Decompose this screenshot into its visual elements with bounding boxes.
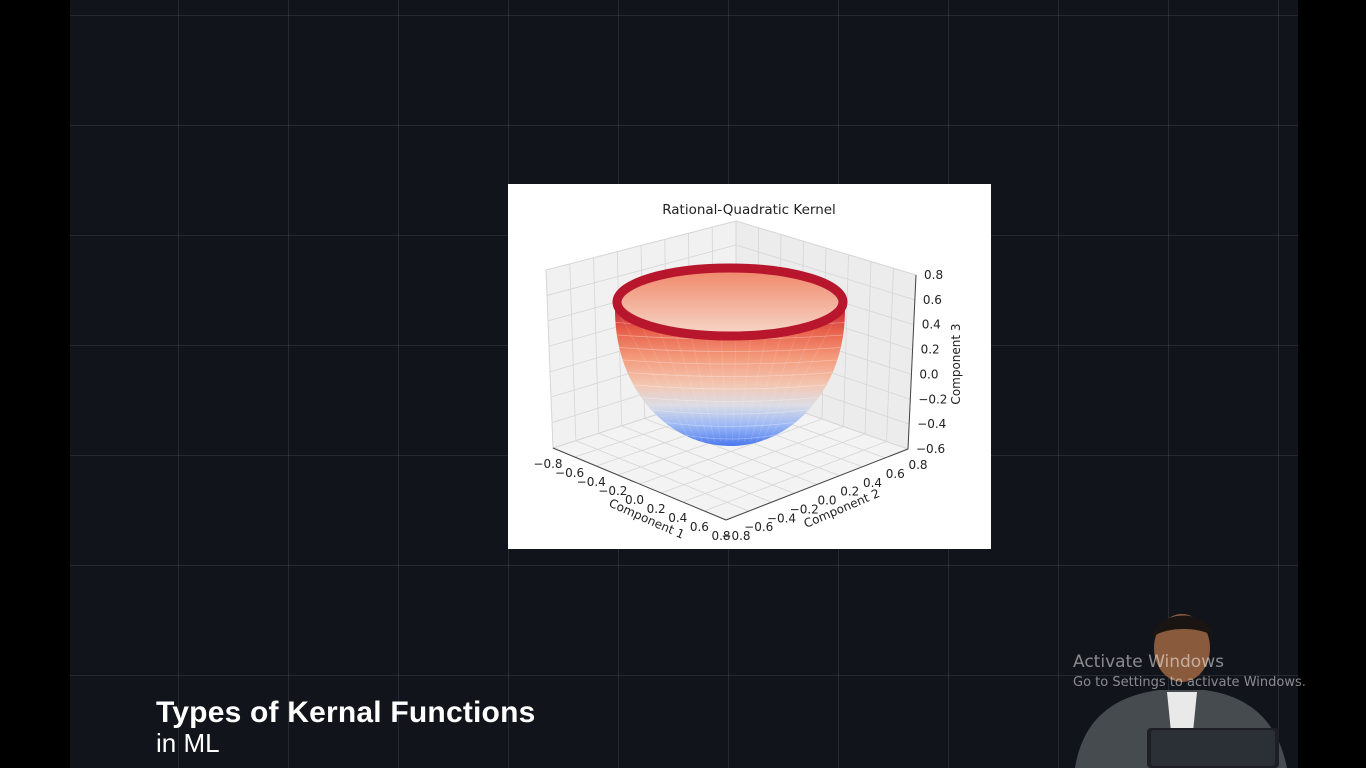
y-tick-labels: −0.8−0.6−0.4−0.20.0 0.2 0.4 0.60.8 (721, 458, 927, 543)
x-tick-label-5: 0.2 (647, 502, 666, 516)
y-tick-label-6: 0.4 (863, 476, 882, 490)
x-tick-label-4: 0.0 (625, 493, 644, 507)
presenter-video (1075, 614, 1287, 768)
gridline-floor-a-7 (704, 441, 887, 512)
bowl-band-6 (634, 384, 826, 390)
bowl-band-8 (652, 409, 808, 415)
x-tick-label-2: −0.4 (577, 475, 606, 489)
gridline-right-h-6 (735, 244, 915, 301)
y-tick-label-3: −0.2 (790, 502, 819, 516)
z-tick-label-1: −0.4 (917, 417, 946, 431)
bowl-band-3 (619, 347, 841, 352)
bowl-band-9 (665, 422, 795, 427)
z-tick-label-4: 0.2 (921, 343, 940, 357)
z-axis-label: Component 3 (949, 323, 963, 404)
z-axis-line (907, 274, 917, 450)
z-tick-label-0: −0.6 (916, 442, 945, 456)
y-tick-label-2: −0.4 (767, 511, 796, 525)
caption-subtitle: in ML (156, 728, 220, 758)
gridline-left-v-0 (545, 269, 554, 449)
bowl-meridian-13 (767, 311, 840, 443)
gridline-right-v-6 (864, 261, 872, 435)
y-tick-label-5: 0.2 (840, 485, 859, 499)
gridline-right-h-7 (735, 220, 917, 276)
gridline-right-v-7 (886, 268, 894, 442)
z-tick-label-3: 0.0 (919, 367, 938, 381)
activate-windows-watermark: Activate Windows Go to Settings to activ… (1073, 652, 1306, 690)
z-tick-label-7: 0.8 (924, 268, 943, 282)
gridline-floor-a-6 (682, 433, 866, 503)
bowl-meridian-1 (634, 311, 698, 443)
slide-caption: Types of Kernal Functions in ML (156, 696, 536, 758)
gridline-left-h-7 (545, 220, 737, 271)
y-tick-label-4: 0.0 (817, 494, 836, 508)
x-tick-label-3: −0.2 (598, 484, 627, 498)
bowl-band-7 (641, 397, 819, 402)
watermark-line1: Activate Windows (1073, 652, 1224, 672)
bowl-surface (615, 310, 845, 446)
z-tick-label-2: −0.2 (918, 392, 947, 406)
z-tick-label-5: 0.4 (922, 318, 941, 332)
y-tick-label-0: −0.8 (721, 529, 750, 543)
bowl-band-4 (623, 359, 837, 365)
x-tick-labels: −0.8−0.6−0.4−0.20.00.20.40.60.8 (533, 457, 730, 543)
kernel-figure: −0.8 −0.6 −0.4 −0.2 0.0 0.2 0.4 0.6 0.8 −0.8 −0.6… (508, 184, 991, 549)
chart-title: Rational-Quadratic Kernel (662, 202, 836, 218)
x-tick-label-8: 0.8 (711, 529, 730, 543)
bowl-band-10 (684, 434, 776, 440)
bowl-band-5 (627, 372, 833, 377)
y-tick-label-8: 0.8 (908, 458, 927, 472)
chart-svg: −0.8−0.6−0.4−0.20.00.20.40.60.8 −0.8−0.6… (533, 202, 963, 543)
gridline-left-h-6 (546, 244, 737, 296)
bowl-inner (620, 272, 840, 332)
slide-background: −0.8 −0.6 −0.4 −0.2 0.0 0.2 0.4 0.6 0.8 −0.8 −0.6… (70, 0, 1298, 768)
x-axis-line (552, 447, 727, 521)
x-tick-label-1: −0.6 (555, 466, 584, 480)
bowl-meridian-12 (761, 311, 823, 443)
watermark-line2: Go to Settings to activate Windows. (1073, 675, 1306, 690)
z-tick-labels: −0.6 −0.4 −0.2 0.0 0.2 0.4 0.6 0.8 (916, 268, 947, 456)
gridline-right-v-5 (843, 254, 849, 427)
x-tick-label-6: 0.4 (668, 511, 687, 525)
x-tick-label-0: −0.8 (533, 457, 562, 471)
bowl-meridian-0 (617, 311, 692, 443)
bowl-meridian-2 (651, 311, 703, 443)
gridline-floor-a-5 (660, 426, 844, 494)
y-tick-label-1: −0.6 (744, 520, 773, 534)
gridline-floor-b-4 (644, 418, 818, 485)
caption-title: Types of Kernal Functions (156, 696, 536, 729)
gridline-left-v-1 (569, 263, 577, 441)
x-tick-label-7: 0.6 (690, 520, 709, 534)
bowl-rim (612, 263, 848, 341)
z-tick-label-6: 0.6 (923, 293, 942, 307)
y-tick-label-7: 0.6 (886, 467, 905, 481)
gridline-left-v-2 (593, 257, 600, 434)
y-axis-line (725, 448, 909, 521)
